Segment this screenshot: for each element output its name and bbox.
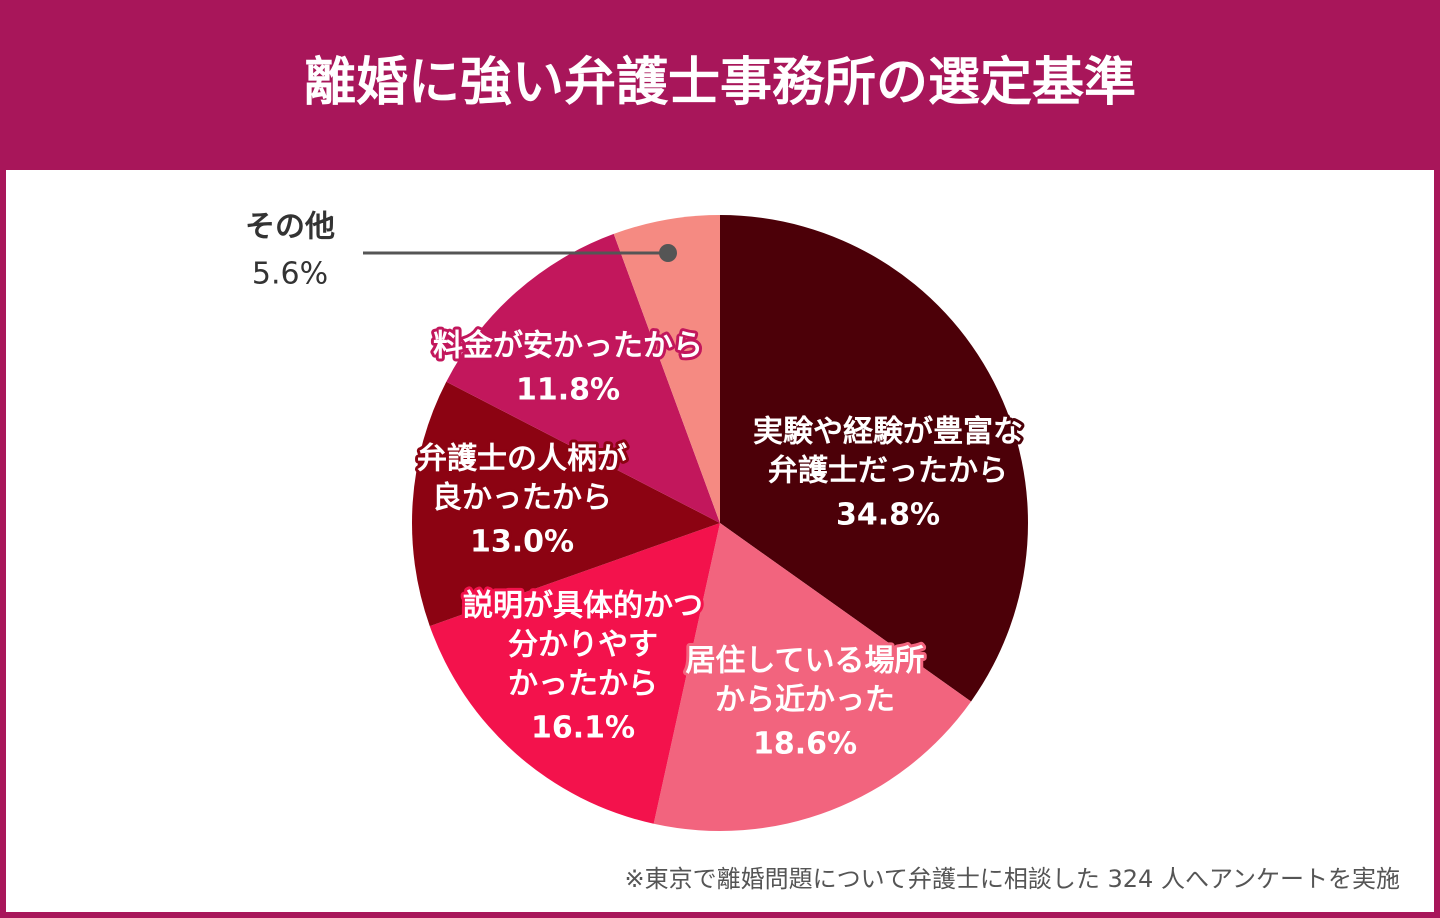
- value-label: 16.1%: [531, 711, 635, 746]
- pie-slice: [613, 215, 720, 523]
- slice-label: 居住している場所: [685, 644, 924, 679]
- value-label: 34.8%: [836, 498, 940, 533]
- slice-label: 弁護士だったから: [768, 454, 1008, 489]
- pie-slice: [411, 381, 720, 627]
- footnote: ※東京で離婚問題について弁護士に相談した 324 人へアンケートを実施: [625, 865, 1401, 893]
- pie-slice: [653, 523, 972, 831]
- slice-label: 分かりやす: [508, 628, 658, 663]
- value-label: 11.8%: [516, 373, 620, 408]
- pie-slice: [429, 523, 720, 824]
- pie-slice: [720, 215, 1029, 702]
- slice-label: 良かったから: [432, 481, 612, 516]
- pie-slice: [446, 233, 720, 523]
- header: [0, 0, 1440, 170]
- slice-label: 実験や経験が豊富な: [753, 415, 1023, 450]
- slice-label: かったから: [508, 667, 658, 702]
- chart-title: 離婚に強い弁護士事務所の選定基準: [304, 53, 1136, 113]
- slice-label: 弁護士の人柄が: [417, 442, 627, 477]
- leader-dot: [659, 244, 677, 262]
- slice-label: その他: [245, 210, 335, 245]
- value-label: 18.6%: [753, 727, 857, 762]
- value-label: 5.6%: [252, 257, 328, 292]
- slice-label: 料金が安かったから: [433, 329, 703, 364]
- value-label: 13.0%: [470, 525, 574, 560]
- slice-label: 説明が具体的かつ: [463, 589, 703, 624]
- slice-label: から近かった: [715, 683, 895, 718]
